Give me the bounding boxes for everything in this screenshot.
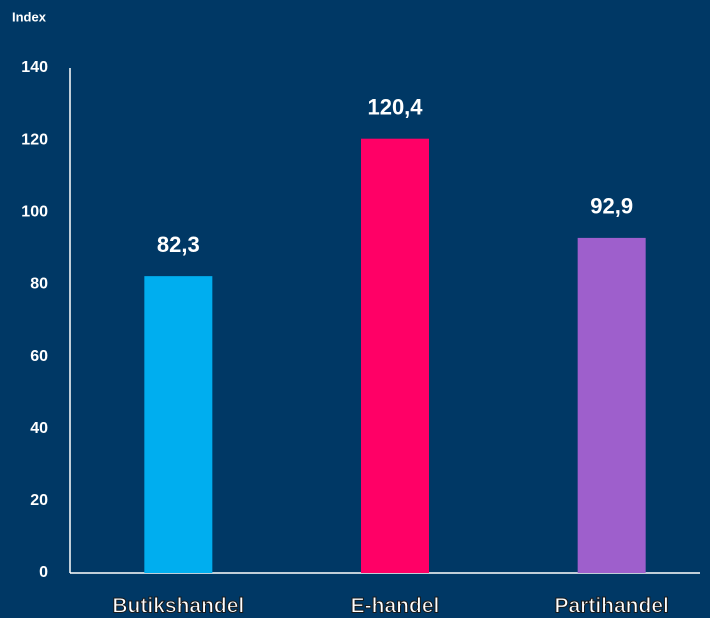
bar [361,138,429,573]
y-tick-label: 100 [21,204,48,221]
y-tick-label: 40 [30,420,48,437]
y-tick-label: 60 [30,348,48,365]
value-label: 92,9 [590,194,633,219]
value-label: 120,4 [367,95,423,120]
x-tick-label: E-handel [351,595,440,618]
y-tick-label: 120 [21,131,48,148]
bar [577,237,646,573]
x-tick-label: Butikshandel [112,595,244,618]
y-tick-label: 20 [30,492,48,509]
y-tick-label: 80 [30,276,48,293]
y-tick-label: 0 [39,564,48,581]
y-tick-label: 140 [21,59,48,76]
x-tick-label: Partihandel [554,595,668,618]
y-axis-label: Index [12,9,47,24]
value-label: 82,3 [157,232,200,257]
bar [144,276,213,573]
